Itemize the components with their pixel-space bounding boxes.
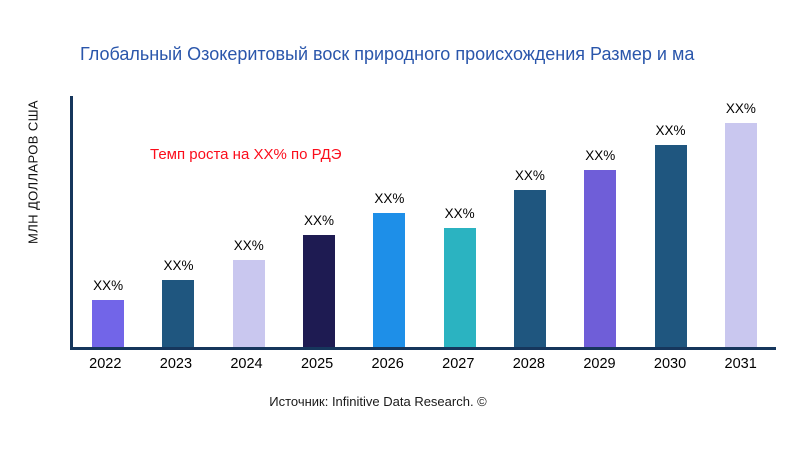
x-axis: 2022 2023 2024 2025 2026 2027 2028 2029 2030 2031 bbox=[70, 356, 776, 372]
bar bbox=[232, 259, 265, 347]
bar bbox=[654, 145, 687, 347]
bar-group: XX% bbox=[214, 96, 284, 347]
x-tick-label: 2027 bbox=[442, 356, 475, 372]
x-tick-label: 2022 bbox=[89, 356, 122, 372]
x-tick-label: 2030 bbox=[653, 356, 687, 372]
bar bbox=[373, 212, 406, 347]
bar-value-label: XX% bbox=[725, 100, 756, 116]
bar-value-label: XX% bbox=[304, 212, 335, 228]
bar bbox=[92, 299, 125, 347]
bar-value-label: XX% bbox=[585, 147, 616, 163]
bar-value-label: XX% bbox=[374, 190, 405, 206]
x-tick-label: 2031 bbox=[724, 356, 757, 372]
bar-value-label: XX% bbox=[233, 237, 264, 253]
bar-value-label: XX% bbox=[655, 123, 686, 139]
x-tick-label: 2028 bbox=[512, 356, 545, 372]
bar-group: XX% bbox=[284, 96, 354, 347]
bar bbox=[443, 228, 476, 347]
bar-group: XX% bbox=[424, 96, 494, 347]
growth-rate-annotation: Темп роста на XX% по РДЭ bbox=[150, 146, 342, 163]
bar bbox=[513, 190, 546, 347]
bar-value-label: XX% bbox=[163, 257, 194, 273]
plot-area: XX% XX% XX% XX% XX% XX% XX% XX% XX% XX% bbox=[70, 96, 776, 350]
x-tick-label: 2029 bbox=[583, 356, 616, 372]
x-tick-label: 2023 bbox=[159, 356, 193, 372]
bar-group: XX% bbox=[706, 96, 776, 347]
bar-group: XX% bbox=[73, 96, 143, 347]
bar-group: XX% bbox=[354, 96, 424, 347]
bar-group: XX% bbox=[495, 96, 565, 347]
bar bbox=[303, 234, 336, 347]
bar-value-label: XX% bbox=[444, 206, 475, 222]
bar-group: XX% bbox=[565, 96, 635, 347]
chart-title: Глобальный Озокеритовый воск природного … bbox=[80, 44, 695, 64]
bar bbox=[162, 279, 195, 347]
x-tick-label: 2026 bbox=[371, 356, 404, 372]
bar-group: XX% bbox=[143, 96, 213, 347]
bar-value-label: XX% bbox=[93, 277, 124, 293]
bar bbox=[724, 122, 757, 347]
x-tick-label: 2025 bbox=[300, 356, 334, 372]
bar-group: XX% bbox=[635, 96, 705, 347]
x-tick-label: 2024 bbox=[230, 356, 263, 372]
bar-value-label: XX% bbox=[514, 168, 545, 184]
y-axis-label: МЛН ДОЛЛАРОВ США bbox=[25, 99, 41, 245]
bar bbox=[584, 169, 617, 347]
source-text: Источник: Infinitive Data Research. © bbox=[269, 394, 487, 409]
